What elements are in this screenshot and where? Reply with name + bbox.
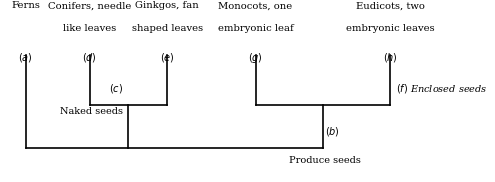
Text: $(c)$: $(c)$ <box>109 82 123 95</box>
Text: Ginkgos, fan: Ginkgos, fan <box>135 1 199 10</box>
Text: like leaves: like leaves <box>63 24 116 33</box>
Text: Monocots, one: Monocots, one <box>218 1 293 10</box>
Text: shaped leaves: shaped leaves <box>132 24 203 33</box>
Text: $(d)$: $(d)$ <box>82 51 97 64</box>
Text: Eudicots, two: Eudicots, two <box>356 1 425 10</box>
Text: Ferns: Ferns <box>11 1 40 10</box>
Text: embryonic leaf: embryonic leaf <box>218 24 294 33</box>
Text: Produce seeds: Produce seeds <box>289 156 361 165</box>
Text: $(b)$: $(b)$ <box>325 125 340 138</box>
Text: $(e)$: $(e)$ <box>160 51 175 64</box>
Text: embryonic leaves: embryonic leaves <box>346 24 435 33</box>
Text: $(g)$: $(g)$ <box>248 51 263 65</box>
Text: Naked seeds: Naked seeds <box>60 107 123 116</box>
Text: $(f)$ Enclosed seeds: $(f)$ Enclosed seeds <box>396 82 487 95</box>
Text: $(h)$: $(h)$ <box>383 51 398 64</box>
Text: $(a)$: $(a)$ <box>18 51 33 64</box>
Text: Conifers, needle: Conifers, needle <box>48 1 132 10</box>
